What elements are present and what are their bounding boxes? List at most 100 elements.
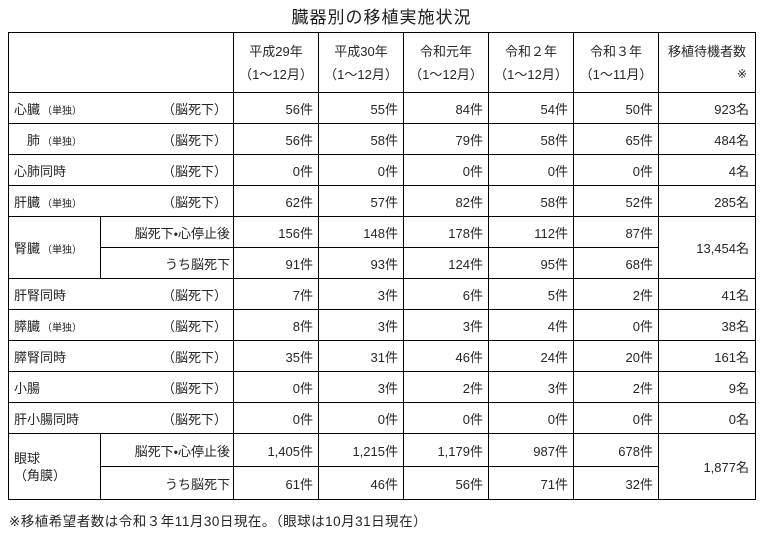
waitlist-value: 4名 — [658, 154, 756, 186]
organ-cell: 心臓 （単独） （脳死下） — [8, 92, 234, 124]
year-value: 8件 — [233, 309, 319, 341]
organ-sublabel: （角膜） — [14, 467, 67, 483]
organ-cell: 小腸 （脳死下） — [8, 371, 234, 403]
waitlist-value: 1,877名 — [658, 433, 756, 500]
row-pancreas: 膵臓 （単独） （脳死下） 8件 3件 3件 4件 0件 38名 — [8, 309, 756, 341]
waitlist-value: 0名 — [658, 402, 756, 434]
year-value: 987件 — [488, 433, 574, 467]
year-value: 3件 — [318, 278, 404, 310]
year-value: 1,215件 — [318, 433, 404, 467]
organ-label: 膵臓 — [14, 318, 41, 334]
category-label: （脳死下） — [161, 132, 227, 148]
year-value: 95件 — [488, 247, 574, 279]
waitlist-value: 38名 — [658, 309, 756, 341]
header-year-label: 平成30年 — [334, 43, 388, 59]
year-value: 2件 — [573, 278, 659, 310]
footnote: ※移植希望者数は令和３年11月30日現在。（眼球は10月31日現在） — [9, 514, 428, 529]
category-label: うち脳死下 — [100, 466, 234, 500]
year-value: 32件 — [573, 466, 659, 500]
year-value: 31件 — [318, 340, 404, 372]
row-eye-brain-death: うち脳死下 61件 46件 56件 71件 32件 — [9, 466, 756, 500]
header-year-label: 令和２年 — [504, 43, 557, 59]
row-liver-kidney: 肝腎同時 （脳死下） 7件 3件 6件 5件 2件 41名 — [8, 278, 756, 310]
waitlist-value: 923名 — [658, 92, 756, 124]
year-value: 2件 — [403, 371, 489, 403]
organ-cell: 腎臓 （単独） — [8, 216, 101, 279]
organ-label: 眼球 — [14, 450, 41, 466]
header-month-range: （1～12月） — [494, 66, 568, 82]
year-value: 82件 — [403, 185, 489, 217]
year-value: 56件 — [403, 466, 489, 500]
year-value: 678件 — [573, 433, 659, 467]
header-year-h29: 平成29年 （1～12月） — [233, 32, 319, 93]
year-value: 0件 — [233, 154, 319, 186]
organ-cell: 肺（単独） （脳死下） — [8, 123, 234, 155]
header-blank-cell — [8, 32, 234, 93]
year-value: 3件 — [318, 371, 404, 403]
year-value: 61件 — [233, 466, 319, 500]
year-value: 93件 — [318, 247, 404, 279]
category-label: （脳死下） — [161, 411, 227, 427]
year-value: 0件 — [573, 309, 659, 341]
year-value: 3件 — [403, 309, 489, 341]
year-value: 54件 — [488, 92, 574, 124]
row-pancreas-kidney: 膵腎同時 （脳死下） 35件 31件 46件 24件 20件 161名 — [8, 340, 756, 372]
year-value: 1,405件 — [233, 433, 319, 467]
year-value: 0件 — [573, 154, 659, 186]
year-value: 68件 — [573, 247, 659, 279]
organ-label: 肝小腸同時 — [14, 411, 80, 427]
organ-label: 肺 — [14, 132, 41, 148]
organ-qualifier: （単独） — [42, 245, 83, 256]
header-waitlist: 移植待機者数 ※ — [658, 32, 756, 93]
organ-cell: 肝小腸同時 （脳死下） — [8, 402, 234, 434]
year-value: 87件 — [573, 216, 659, 248]
year-value: 0件 — [318, 402, 404, 434]
year-value: 65件 — [573, 123, 659, 155]
organ-label: 腎臓 — [14, 241, 41, 256]
year-value: 0件 — [488, 154, 574, 186]
organ-label: 肝臓 — [14, 194, 41, 210]
organ-qualifier: （単独） — [42, 198, 83, 210]
row-kidney-total: 腎臓 （単独） 脳死下・心停止後 156件 148件 178件 112件 87件 … — [8, 216, 756, 279]
waitlist-value: 9名 — [658, 371, 756, 403]
year-value: 148件 — [318, 216, 404, 248]
header-year-label: 平成29年 — [249, 43, 303, 59]
header-waitlist-note-mark: ※ — [736, 66, 747, 81]
year-value: 1,179件 — [403, 433, 489, 467]
year-value: 0件 — [318, 154, 404, 186]
organ-label: 小腸 — [14, 380, 41, 396]
year-value: 46件 — [403, 340, 489, 372]
year-value: 6件 — [403, 278, 489, 310]
waitlist-value: 161名 — [658, 340, 756, 372]
header-month-range: （1～11月） — [579, 66, 653, 82]
year-value: 84件 — [403, 92, 489, 124]
year-value: 124件 — [403, 247, 489, 279]
header-month-range: （1～12月） — [409, 66, 483, 82]
category-label: （脳死下） — [161, 287, 227, 303]
organ-label: 心臓 — [14, 101, 41, 117]
year-value: 0件 — [233, 402, 319, 434]
header-month-range: （1～12月） — [239, 66, 313, 82]
year-value: 71件 — [488, 466, 574, 500]
category-label: （脳死下） — [161, 163, 227, 179]
year-value: 50件 — [573, 92, 659, 124]
organ-qualifier: （単独） — [42, 105, 83, 117]
waitlist-value: 285名 — [658, 185, 756, 217]
row-small-intestine: 小腸 （脳死下） 0件 3件 2件 3件 2件 9名 — [8, 371, 756, 403]
header-waitlist-label: 移植待機者数 — [667, 43, 746, 59]
category-label: （脳死下） — [161, 380, 227, 396]
category-label: うち脳死下 — [100, 247, 234, 279]
row-eye-total: 眼球 （角膜） 脳死下・心停止後 1,405件 1,215件 1,179件 98… — [8, 433, 756, 500]
year-value: 0件 — [488, 402, 574, 434]
waitlist-value: 13,454名 — [658, 216, 756, 279]
row-heart: 心臓 （単独） （脳死下） 56件 55件 84件 54件 50件 923名 — [8, 92, 756, 124]
organ-cell: 膵腎同時 （脳死下） — [8, 340, 234, 372]
year-value: 0件 — [233, 371, 319, 403]
header-year-label: 令和３年 — [589, 43, 642, 59]
organ-cell: 膵臓 （単独） （脳死下） — [8, 309, 234, 341]
year-value: 156件 — [233, 216, 319, 248]
waitlist-value: 484名 — [658, 123, 756, 155]
year-value: 56件 — [233, 92, 319, 124]
year-value: 0件 — [573, 402, 659, 434]
year-value: 56件 — [233, 123, 319, 155]
